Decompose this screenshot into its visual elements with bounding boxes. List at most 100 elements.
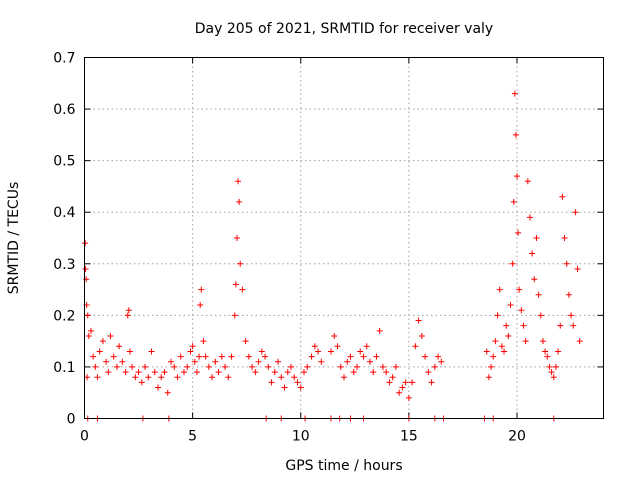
- data-point: [539, 338, 546, 345]
- data-point: [304, 363, 311, 370]
- grid: [84, 57, 604, 419]
- data-point: [438, 358, 445, 365]
- data-point: [518, 307, 525, 314]
- data-point: [537, 312, 544, 319]
- data-point: [294, 379, 301, 386]
- data-point: [96, 348, 103, 355]
- data-point: [405, 394, 412, 401]
- data-point: [399, 384, 406, 391]
- data-point: [402, 379, 409, 386]
- data-point: [383, 369, 390, 376]
- data-point: [265, 363, 272, 370]
- data-point: [435, 353, 442, 360]
- data-point: [415, 317, 422, 324]
- data-point: [550, 374, 557, 381]
- data-point: [557, 322, 564, 329]
- data-point: [145, 374, 152, 381]
- data-point: [308, 353, 315, 360]
- data-point: [151, 369, 158, 376]
- data-point: [561, 235, 568, 241]
- data-point: [249, 363, 256, 370]
- chart-title: Day 205 of 2021, SRMTID for receiver val…: [195, 21, 493, 37]
- data-point: [570, 322, 577, 329]
- data-point: [231, 312, 238, 319]
- data-point: [565, 291, 572, 298]
- data-point: [535, 291, 542, 298]
- data-point: [300, 369, 307, 376]
- data-point: [237, 260, 244, 267]
- data-point: [90, 353, 97, 360]
- data-point: [331, 332, 338, 339]
- data-point: [232, 281, 239, 288]
- y-tick-label: 0: [67, 412, 76, 428]
- x-tick-label: 0: [80, 429, 89, 445]
- data-point: [103, 358, 110, 365]
- data-point: [189, 343, 196, 350]
- data-point: [418, 332, 425, 339]
- data-point: [258, 348, 265, 355]
- data-point: [412, 343, 419, 350]
- data-point: [122, 369, 129, 376]
- data-point: [485, 374, 492, 381]
- data-point: [164, 389, 171, 396]
- data-point: [142, 363, 149, 370]
- data-point: [278, 374, 285, 381]
- data-point: [92, 363, 99, 370]
- data-point: [498, 343, 505, 350]
- y-tick-label: 0.6: [53, 102, 75, 118]
- data-point: [315, 348, 322, 355]
- data-point: [135, 369, 142, 376]
- data-point: [373, 353, 380, 360]
- y-axis-label: SRMTID / TECUs: [6, 182, 22, 295]
- data-point: [288, 363, 295, 370]
- plot-frame: [84, 57, 604, 419]
- data-point: [347, 353, 354, 360]
- data-point: [572, 209, 579, 216]
- data-point: [366, 358, 373, 365]
- data-point: [516, 286, 523, 293]
- data-point: [353, 363, 360, 370]
- data-point: [284, 369, 291, 376]
- data-point: [255, 358, 262, 365]
- data-point: [357, 348, 364, 355]
- data-point: [126, 348, 133, 355]
- data-point: [507, 302, 514, 309]
- data-point: [511, 90, 518, 97]
- data-point: [202, 353, 209, 360]
- y-tick-label: 0.5: [53, 154, 75, 170]
- data-point: [428, 379, 435, 386]
- data-point: [82, 240, 89, 247]
- data-point: [337, 363, 344, 370]
- data-point: [85, 332, 92, 339]
- data-point: [311, 343, 318, 350]
- data-point: [548, 369, 555, 376]
- data-point: [389, 374, 396, 381]
- x-tick-label: 15: [400, 429, 418, 445]
- data-point: [341, 374, 347, 381]
- data-point: [546, 363, 553, 370]
- data-point: [218, 353, 225, 360]
- data-point: [483, 348, 490, 355]
- data-point: [191, 358, 198, 365]
- data-point: [275, 358, 282, 365]
- data-point: [177, 353, 184, 360]
- x-tick-label: 10: [292, 429, 310, 445]
- data-point: [239, 286, 246, 293]
- data-point: [490, 353, 497, 360]
- data-point: [360, 353, 367, 360]
- data-point: [533, 235, 540, 241]
- data-point: [116, 343, 123, 350]
- data-point: [531, 276, 538, 283]
- data-point: [515, 229, 522, 236]
- data-point: [262, 353, 269, 360]
- data-point: [174, 374, 181, 381]
- data-point: [496, 286, 503, 293]
- data-point: [236, 198, 243, 205]
- data-point: [409, 379, 416, 386]
- data-point: [488, 363, 495, 370]
- data-point: [344, 358, 351, 365]
- x-tick-label: 20: [508, 429, 526, 445]
- data-point: [510, 198, 517, 205]
- data-point: [559, 193, 566, 200]
- data-point: [94, 374, 101, 381]
